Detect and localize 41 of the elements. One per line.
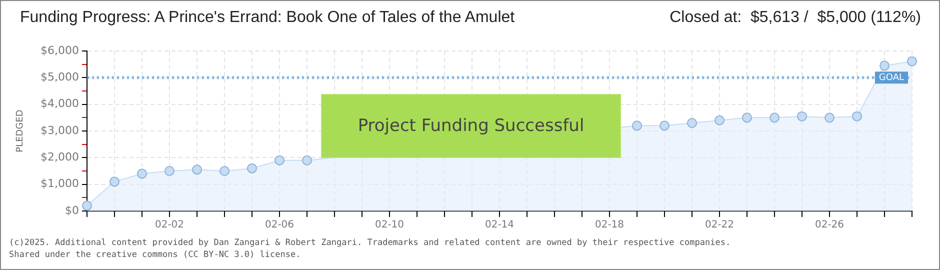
y-tick-label: $3,000	[40, 124, 79, 137]
x-tick-label: 02-26	[814, 220, 844, 231]
point	[302, 155, 312, 166]
y-tick-label: $6,000	[40, 44, 79, 57]
point	[770, 112, 780, 123]
x-tick-label: 02-18	[594, 220, 624, 231]
x-tick-label: 02-22	[704, 220, 734, 231]
x-tick-label: 02-14	[484, 220, 514, 231]
x-tick-label: 02-06	[264, 220, 294, 231]
point	[852, 111, 862, 122]
point	[220, 166, 230, 176]
point	[274, 155, 284, 166]
point	[632, 120, 642, 131]
y-tick-label: $4,000	[40, 97, 79, 110]
point	[110, 176, 120, 187]
point	[164, 166, 174, 176]
point	[192, 164, 202, 175]
point	[797, 111, 807, 122]
success-banner: Project Funding Successful	[321, 94, 621, 158]
point	[880, 60, 890, 71]
y-tick-label: $1,000	[40, 177, 79, 190]
point	[137, 168, 147, 179]
y-axis-title: PLEDGED	[16, 110, 26, 152]
y-tick-label: $0	[65, 204, 79, 217]
x-tick-label: 02-10	[374, 220, 404, 231]
y-tick-label: $2,000	[40, 150, 79, 164]
point	[742, 112, 752, 123]
point	[907, 56, 917, 66]
text: (c)2025. Additional content provided by Dan Zangari & Robert Zangari. Trademarks and related content are owned by their respective companies.	[9, 237, 731, 249]
point	[660, 120, 670, 131]
chart-subtitle: Closed at: $5,613 / $5,000 (112%)	[670, 9, 921, 27]
point	[714, 115, 724, 126]
point	[247, 163, 257, 174]
text: Shared under the creative commons (CC BY-NC 3.0) license.	[9, 249, 302, 261]
point	[687, 118, 697, 128]
ref-line-label: GOAL	[878, 73, 904, 84]
chart-title: Funding Progress: A Prince's Errand: Book One of Tales of the Amulet	[20, 9, 515, 27]
point	[824, 112, 834, 123]
point	[82, 200, 92, 211]
x-tick-label: 02-02	[154, 220, 184, 231]
y-tick-label: $5,000	[40, 70, 79, 84]
